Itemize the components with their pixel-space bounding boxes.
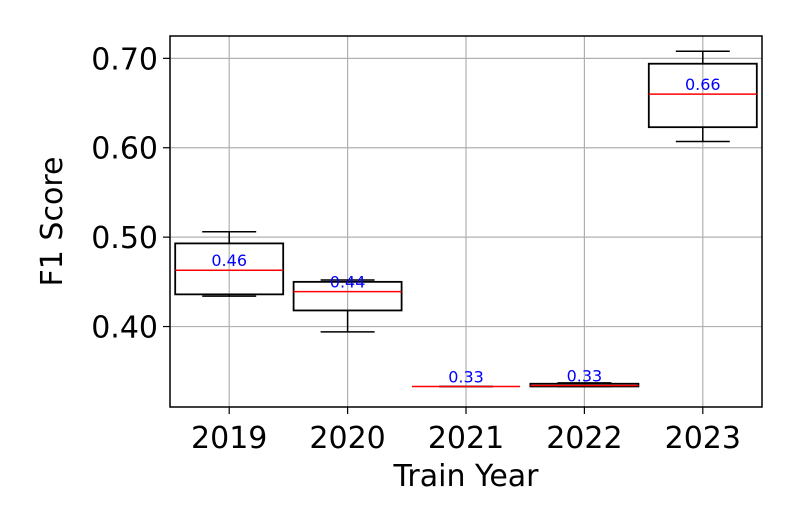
median-label: 0.44 [330, 273, 366, 292]
x-axis-label: Train Year [392, 459, 539, 494]
box-2023 [647, 50, 758, 143]
box-2020 [292, 279, 403, 333]
median-labels: 0.46 0.44 0.33 0.33 0.66 [211, 75, 720, 386]
x-axis-ticks: 2019 2020 2021 2022 2023 [191, 407, 741, 456]
x-tick-label: 2019 [191, 421, 267, 456]
y-axis-label: F1 Score [35, 157, 70, 287]
box-series [174, 50, 758, 388]
box-iqr [292, 280, 403, 312]
box-2019 [174, 231, 285, 297]
x-tick-label: 2020 [309, 421, 385, 456]
y-tick-label: 0.60 [91, 132, 158, 167]
x-tick-label: 2021 [428, 421, 504, 456]
median-label: 0.46 [211, 251, 247, 270]
median-label: 0.66 [685, 75, 721, 94]
y-axis-ticks: 0.40 0.50 0.60 0.70 [91, 42, 170, 346]
box-2022 [529, 382, 640, 388]
y-tick-label: 0.70 [91, 42, 158, 77]
box-iqr [647, 62, 758, 129]
median-label: 0.33 [567, 367, 603, 386]
x-tick-label: 2022 [546, 421, 622, 456]
x-tick-label: 2023 [665, 421, 741, 456]
grid-lines [170, 36, 762, 407]
box-iqr [174, 242, 285, 296]
y-tick-label: 0.40 [91, 311, 158, 346]
median-label: 0.33 [448, 367, 484, 386]
y-tick-label: 0.50 [91, 221, 158, 256]
